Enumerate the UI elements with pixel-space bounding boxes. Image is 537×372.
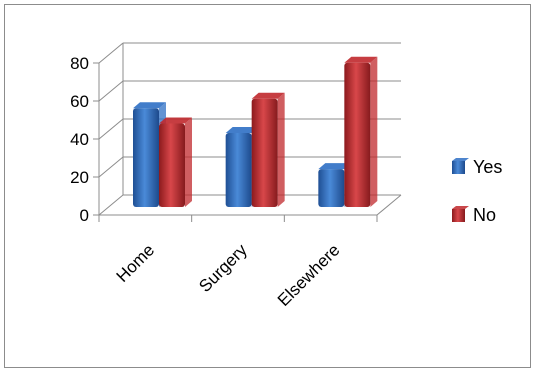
y-tick-label: 20 [70,168,89,187]
legend-label-yes: Yes [473,157,502,177]
x-tick-label: Surgery [195,240,251,296]
y-tick-label: 80 [70,54,89,73]
gridline-side [98,194,124,216]
chart-frame: 0 20 40 60 80 Home Surgery Elsewhere Yes No [4,4,531,368]
legend-label-no: No [473,205,496,225]
x-tick-label: Elsewhere [274,240,344,310]
y-tick-label: 40 [70,130,89,149]
bar-chart: 0 20 40 60 80 Home Surgery Elsewhere Yes No [70,42,502,310]
y-tick-label: 0 [80,206,89,225]
gridline-side [98,80,124,102]
bar-no-home [159,117,192,207]
gridline-side [98,156,124,178]
y-tick-label: 60 [70,92,89,111]
floor-right-edge [376,194,402,216]
labels-layer: 0 20 40 60 80 Home Surgery Elsewhere [70,54,343,310]
gridline-side [98,118,124,140]
bar-no-elsewhere [344,56,378,208]
bars-layer [133,56,378,208]
legend-swatch-no [452,206,469,222]
gridline-side [98,42,124,64]
bar-no-surgery [251,92,285,207]
legend: Yes No [452,157,502,225]
x-tick-label: Home [113,240,159,286]
legend-swatch-yes [452,158,469,174]
